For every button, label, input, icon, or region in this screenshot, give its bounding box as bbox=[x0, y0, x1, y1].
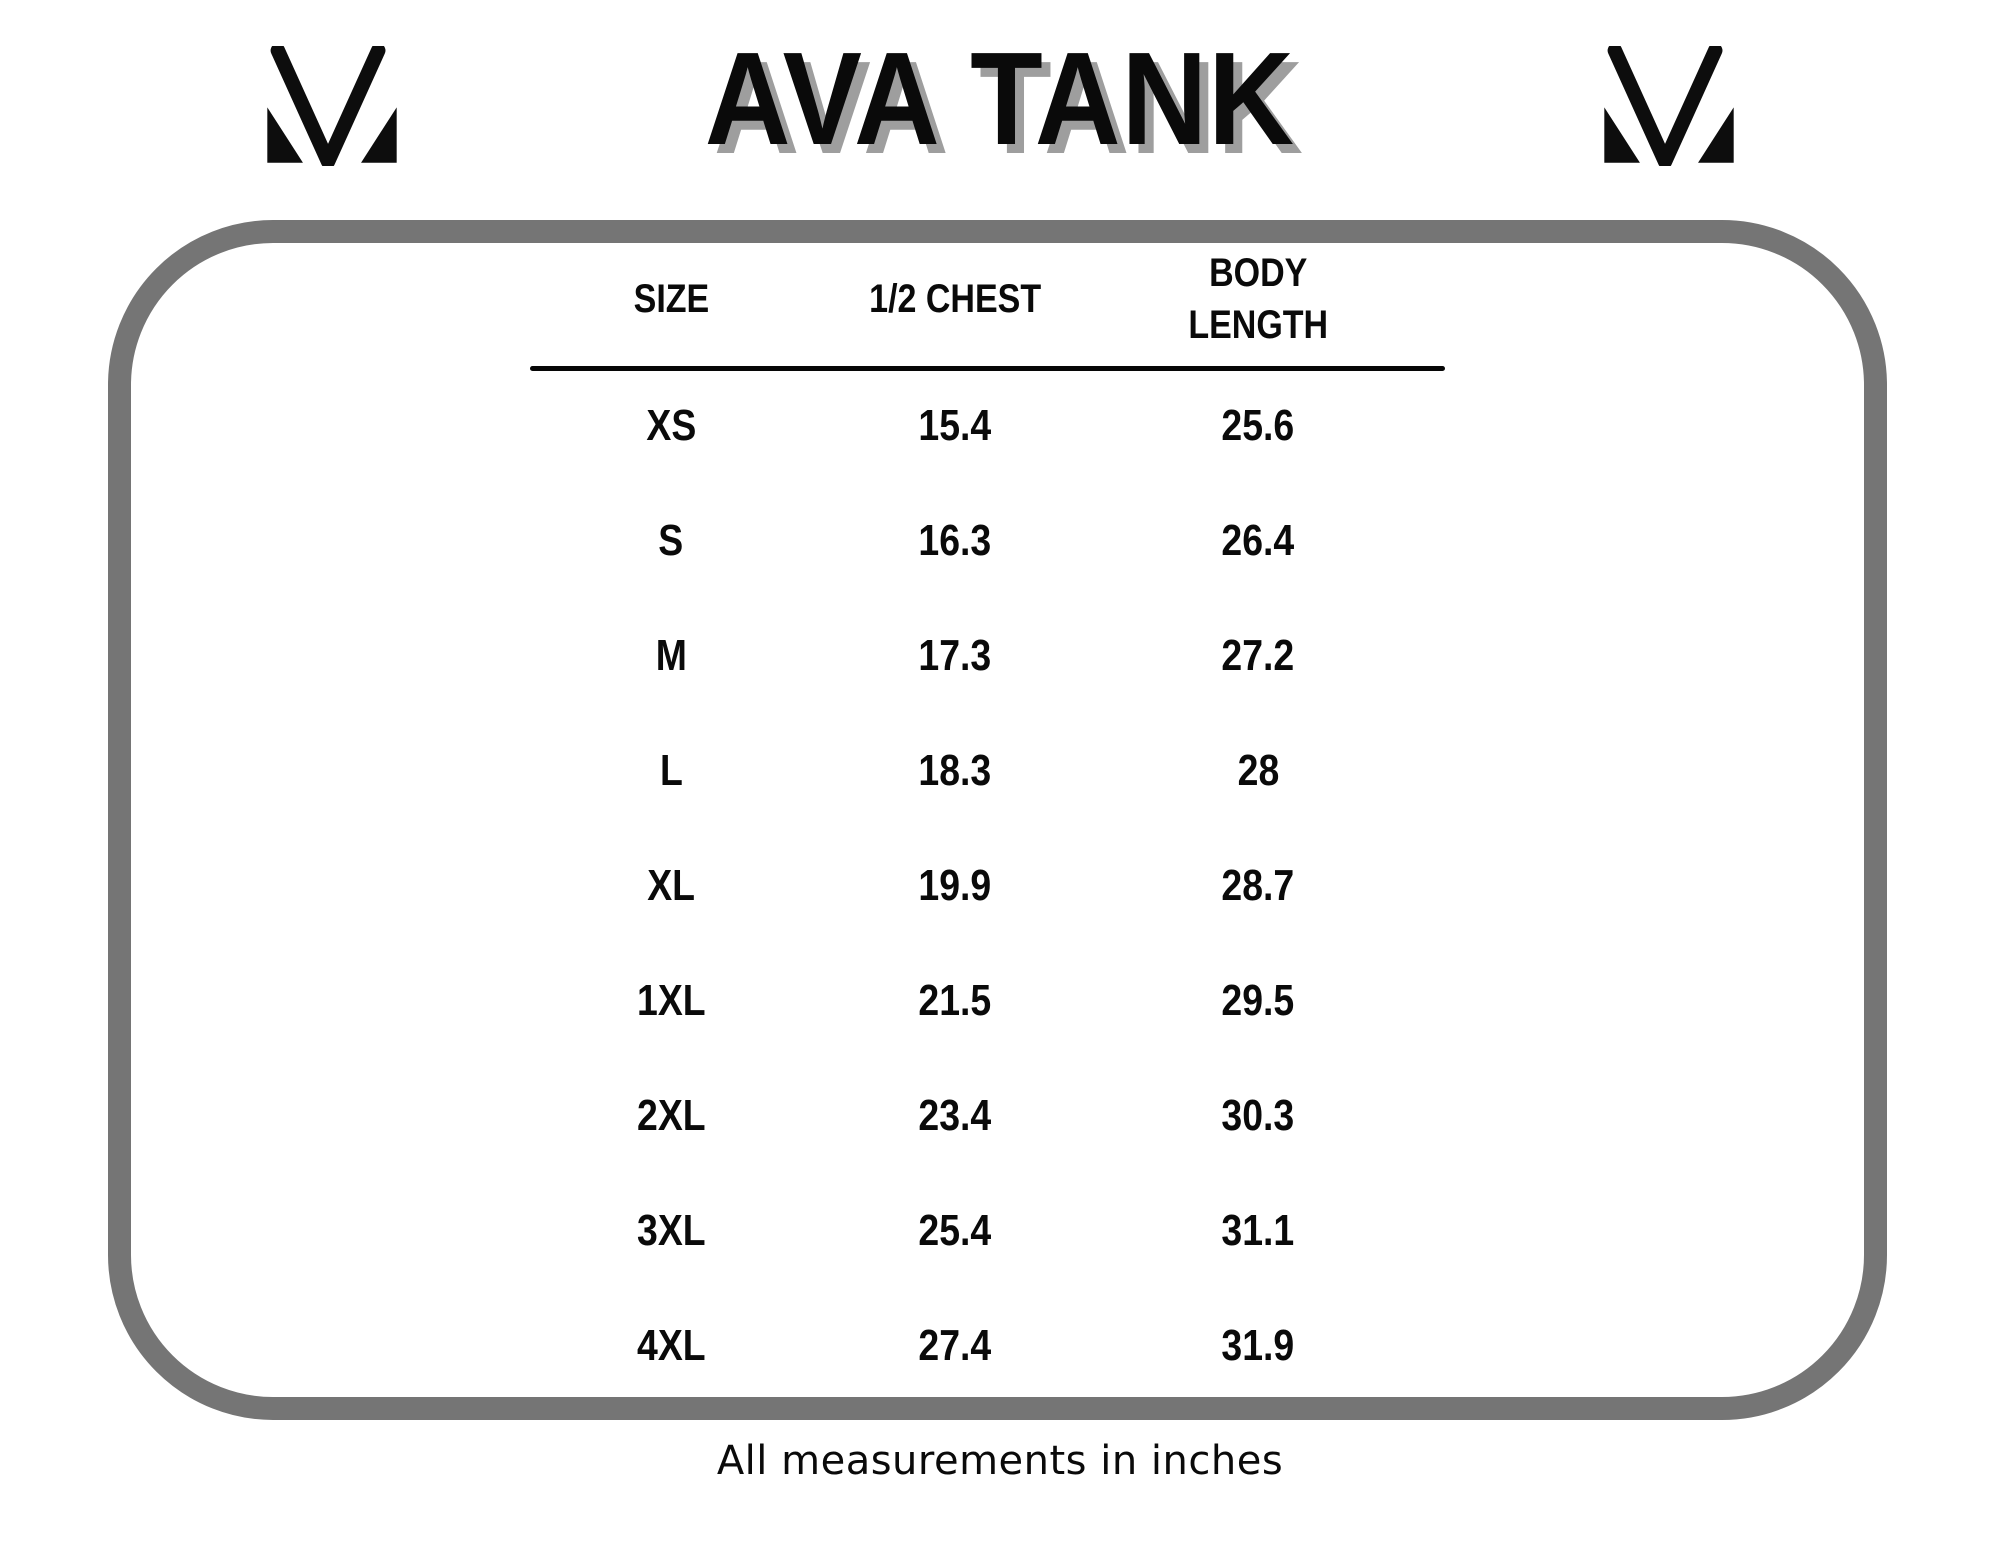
header-size: SIZE bbox=[633, 277, 709, 321]
table-row: XL 19.9 28.7 bbox=[529, 828, 1419, 943]
body-length-cell: 27.2 bbox=[1221, 630, 1295, 680]
half-chest-cell: 19.9 bbox=[918, 860, 992, 910]
size-cell: 1XL bbox=[636, 975, 706, 1025]
size-cell: 4XL bbox=[636, 1320, 706, 1370]
header-body-length: BODY LENGTH bbox=[1188, 251, 1328, 347]
half-chest-cell: 15.4 bbox=[918, 400, 992, 450]
size-cell: L bbox=[659, 745, 683, 795]
header-divider-line bbox=[530, 366, 1445, 371]
half-chest-cell: 25.4 bbox=[918, 1205, 992, 1255]
size-table-body: XS 15.4 25.6 S 16.3 26.4 bbox=[529, 368, 1419, 1403]
body-length-cell: 25.6 bbox=[1221, 400, 1295, 450]
brand-logo-m-icon bbox=[266, 46, 398, 166]
body-length-cell: 28 bbox=[1237, 745, 1279, 795]
body-length-cell: 30.3 bbox=[1221, 1090, 1295, 1140]
size-cell: XS bbox=[646, 400, 696, 450]
body-length-cell: 28.7 bbox=[1221, 860, 1295, 910]
body-length-cell: 29.5 bbox=[1221, 975, 1295, 1025]
body-length-cell: 31.1 bbox=[1221, 1205, 1295, 1255]
size-cell: 3XL bbox=[636, 1205, 706, 1255]
body-length-cell: 26.4 bbox=[1221, 515, 1295, 565]
size-table-header: SIZE 1/2 CHEST BODY LENGTH bbox=[529, 232, 1419, 366]
table-row: 3XL 25.4 31.1 bbox=[529, 1173, 1419, 1288]
size-cell: 2XL bbox=[636, 1090, 706, 1140]
brand-logo-m-icon bbox=[1603, 46, 1735, 166]
table-row: 2XL 23.4 30.3 bbox=[529, 1058, 1419, 1173]
table-row: S 16.3 26.4 bbox=[529, 483, 1419, 598]
body-length-cell: 31.9 bbox=[1221, 1320, 1295, 1370]
footer-note: All measurements in inches bbox=[716, 1438, 1284, 1484]
size-cell: S bbox=[658, 515, 684, 565]
half-chest-cell: 23.4 bbox=[918, 1090, 992, 1140]
header-half-chest: 1/2 CHEST bbox=[869, 277, 1041, 321]
size-cell: XL bbox=[647, 860, 695, 910]
half-chest-cell: 27.4 bbox=[918, 1320, 992, 1370]
half-chest-cell: 16.3 bbox=[918, 515, 992, 565]
page-title: AVA TANK bbox=[0, 33, 2000, 165]
size-cell: M bbox=[655, 630, 687, 680]
half-chest-cell: 17.3 bbox=[918, 630, 992, 680]
rounded-frame bbox=[108, 220, 1887, 1420]
half-chest-cell: 21.5 bbox=[918, 975, 992, 1025]
table-row: 4XL 27.4 31.9 bbox=[529, 1288, 1419, 1403]
table-row: M 17.3 27.2 bbox=[529, 598, 1419, 713]
table-row: 1XL 21.5 29.5 bbox=[529, 943, 1419, 1058]
table-row: L 18.3 28 bbox=[529, 713, 1419, 828]
page-title-text: AVA TANK bbox=[704, 25, 1296, 172]
table-row: XS 15.4 25.6 bbox=[529, 368, 1419, 483]
half-chest-cell: 18.3 bbox=[918, 745, 992, 795]
